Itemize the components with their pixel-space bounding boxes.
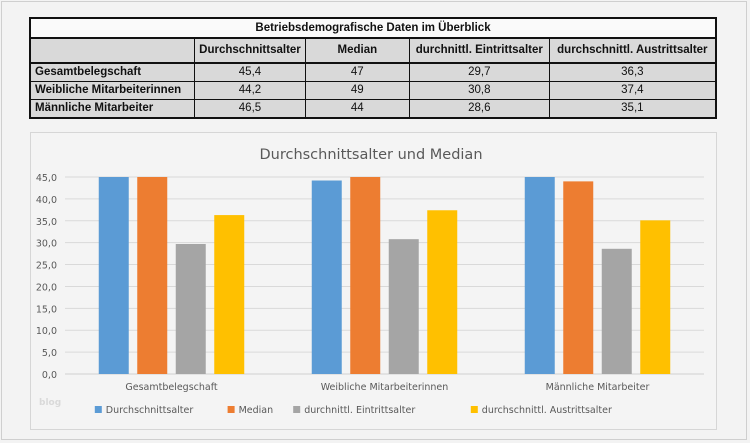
bar-durchschnittsalter xyxy=(311,180,342,374)
legend-item: durchschnittl. Austrittsalter xyxy=(470,405,612,416)
bar-median xyxy=(137,177,168,374)
table-cell: 28,6 xyxy=(408,99,550,119)
bar-chart: Durchschnittsalter und Median 0,0 5,0 10,0… xyxy=(36,147,704,416)
bar-durchschnittsalter xyxy=(98,177,129,374)
x-axis-labels: Gesamtbelegschaft Weibliche Mitarbeiterin… xyxy=(125,382,649,393)
bar-durchschnittl-austrittsalter xyxy=(214,215,245,374)
table-cell: 47 xyxy=(304,62,410,82)
chart-container: Durchschnittsalter und Median 0,0 5,0 10,0… xyxy=(30,132,717,430)
y-tick-label: 30,0 xyxy=(36,239,57,250)
legend-swatch xyxy=(227,406,235,413)
table-row: Weibliche Mitarbeiterinnen 44,2 49 30,8 … xyxy=(29,81,717,100)
x-tick-label: Weibliche Mitarbeiterinnen xyxy=(321,382,449,393)
table-header-row: Durchschnittsalter Median durchnittl. Ei… xyxy=(29,37,717,64)
table-cell: 49 xyxy=(304,81,410,100)
table-cell: 30,8 xyxy=(408,81,550,100)
table-cell: 36,3 xyxy=(548,62,717,82)
table-cell: 44,2 xyxy=(194,81,306,100)
bar-durchnittl-eintrittsalter xyxy=(388,239,419,374)
gridlines xyxy=(65,176,704,375)
row-label: Weibliche Mitarbeiterinnen xyxy=(29,81,196,100)
column-header: durchschnittl. Austrittsalter xyxy=(548,37,717,64)
legend-label: durchnittl. Eintrittsalter xyxy=(304,405,415,416)
y-tick-label: 20,0 xyxy=(36,282,57,293)
bar-median xyxy=(350,177,381,374)
y-tick-label: 35,0 xyxy=(36,217,57,228)
y-axis-ticks: 0,0 5,0 10,0 15,0 20,0 25,0 30,0 35,0 40,0 45,0 xyxy=(36,173,57,381)
legend: Durchschnittsalter Median durchnittl. Eint… xyxy=(94,405,612,416)
y-tick-label: 15,0 xyxy=(36,304,57,315)
bar-median xyxy=(563,181,594,374)
table-cell: 29,7 xyxy=(408,62,550,82)
y-tick-label: 45,0 xyxy=(36,173,57,184)
row-label: Gesamtbelegschaft xyxy=(29,62,196,82)
x-tick-label: Männliche Mitarbeiter xyxy=(546,382,650,393)
table-cell: 45,4 xyxy=(194,62,306,82)
column-header: Durchschnittsalter xyxy=(194,37,306,64)
y-tick-label: 40,0 xyxy=(36,195,57,206)
x-tick-label: Gesamtbelegschaft xyxy=(125,382,218,393)
bar-durchnittl-eintrittsalter xyxy=(601,248,632,374)
legend-label: durchschnittl. Austrittsalter xyxy=(482,405,612,416)
watermark: blog xyxy=(39,398,61,408)
legend-swatch xyxy=(293,406,301,413)
legend-item: Durchschnittsalter xyxy=(94,405,194,416)
table-row: Männliche Mitarbeiter 46,5 44 28,6 35,1 xyxy=(29,99,717,119)
column-header: Median xyxy=(304,37,410,64)
column-header: durchnittl. Eintrittsalter xyxy=(408,37,550,64)
legend-swatch xyxy=(470,406,478,413)
bar-durchschnittl-austrittsalter xyxy=(640,220,671,374)
bar-durchschnittl-austrittsalter xyxy=(427,210,458,374)
table-cell: 44 xyxy=(304,99,410,119)
chart-title: Durchschnittsalter und Median xyxy=(259,147,482,163)
legend-swatch xyxy=(94,406,102,413)
column-header xyxy=(29,37,196,64)
legend-item: Median xyxy=(227,405,274,416)
y-tick-label: 5,0 xyxy=(42,348,57,359)
legend-label: Durchschnittsalter xyxy=(106,405,194,416)
bars xyxy=(98,177,671,374)
demographics-table: Betriebsdemografische Daten im Überblick… xyxy=(29,17,717,119)
y-tick-label: 0,0 xyxy=(42,370,57,381)
legend-label: Median xyxy=(239,405,274,416)
bar-durchnittl-eintrittsalter xyxy=(175,243,206,374)
bar-durchschnittsalter xyxy=(524,177,555,374)
table-cell: 37,4 xyxy=(548,81,717,100)
table-row: Gesamtbelegschaft 45,4 47 29,7 36,3 xyxy=(29,62,717,82)
legend-item: durchnittl. Eintrittsalter xyxy=(293,405,415,416)
table-title-row: Betriebsdemografische Daten im Überblick xyxy=(29,17,717,39)
y-tick-label: 10,0 xyxy=(36,326,57,337)
table-cell: 35,1 xyxy=(548,99,717,119)
row-label: Männliche Mitarbeiter xyxy=(29,99,196,119)
table-title: Betriebsdemografische Daten im Überblick xyxy=(29,17,717,39)
y-tick-label: 25,0 xyxy=(36,261,57,272)
table-cell: 46,5 xyxy=(194,99,306,119)
